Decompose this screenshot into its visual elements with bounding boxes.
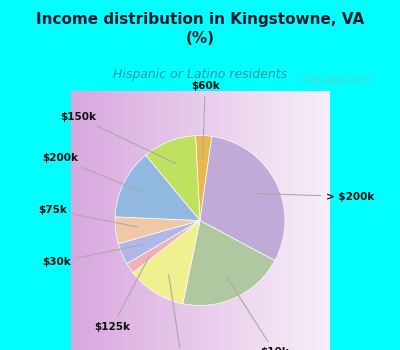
Wedge shape <box>133 220 200 304</box>
Text: Income distribution in Kingstowne, VA
(%): Income distribution in Kingstowne, VA (%… <box>36 12 364 46</box>
Text: $150k: $150k <box>60 112 176 163</box>
Text: $30k: $30k <box>43 245 142 267</box>
Text: $125k: $125k <box>94 257 149 332</box>
Text: $60k: $60k <box>191 81 220 158</box>
Text: $10k: $10k <box>227 277 289 350</box>
Wedge shape <box>118 220 200 264</box>
Wedge shape <box>146 136 200 220</box>
Text: > $200k: > $200k <box>256 192 374 202</box>
Text: Hispanic or Latino residents: Hispanic or Latino residents <box>113 68 287 81</box>
Text: City-Data.com: City-Data.com <box>301 76 371 85</box>
Wedge shape <box>115 217 200 244</box>
Wedge shape <box>183 220 275 306</box>
Wedge shape <box>115 155 200 220</box>
Wedge shape <box>196 135 212 220</box>
Wedge shape <box>127 220 200 273</box>
Wedge shape <box>200 136 285 261</box>
Text: $75k: $75k <box>38 205 138 227</box>
Text: $100k: $100k <box>163 274 199 350</box>
Text: $200k: $200k <box>42 153 144 193</box>
